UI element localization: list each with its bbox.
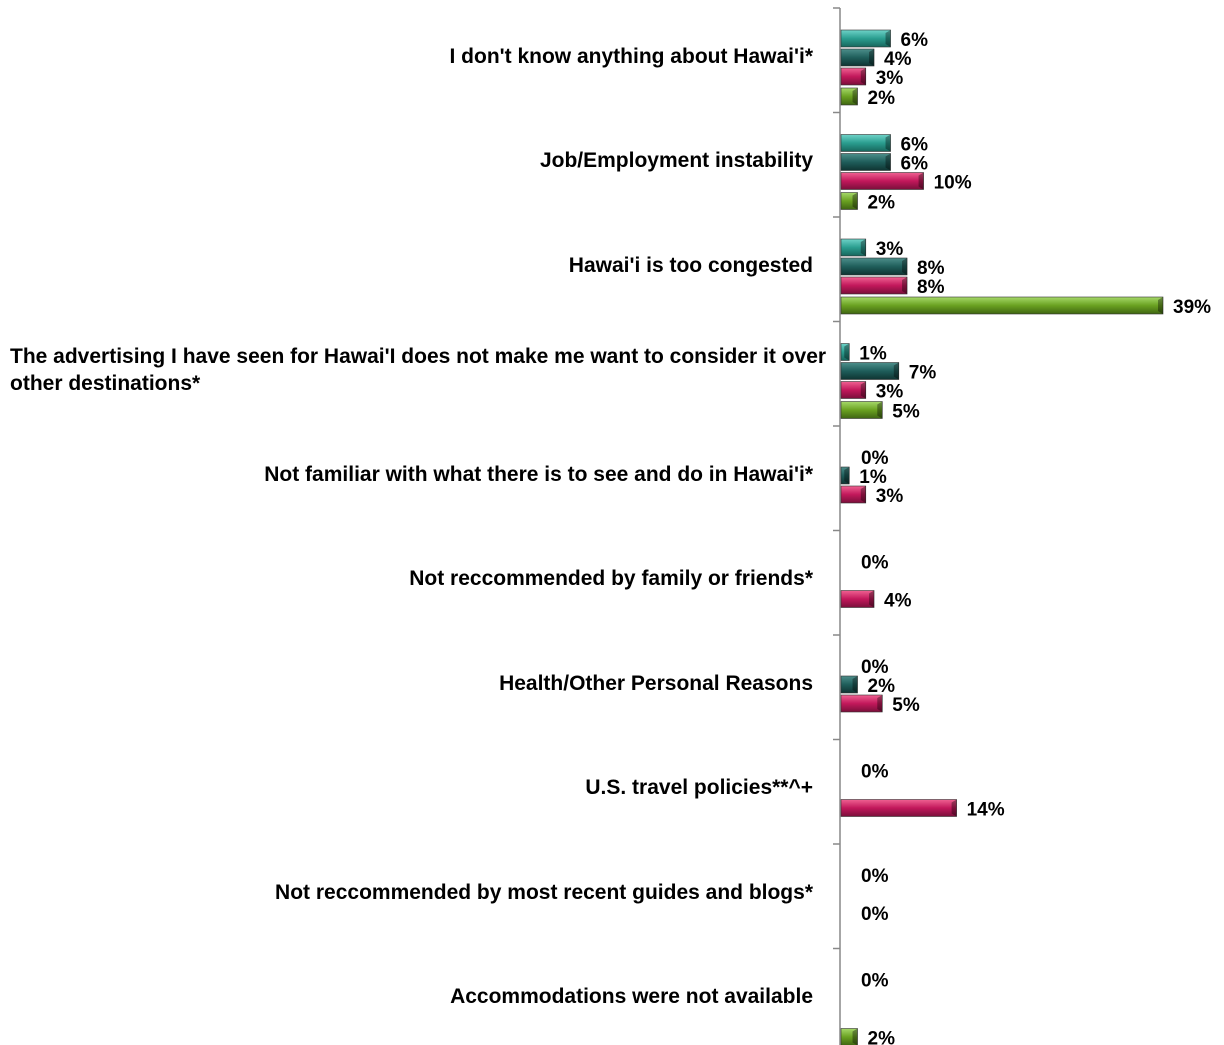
bar-bevel (844, 467, 850, 484)
data-label: 5% (892, 695, 920, 716)
bar-bevel (885, 134, 891, 152)
bar-bevel (860, 486, 866, 503)
bar-series-2 (840, 362, 900, 380)
data-label: 3% (876, 486, 904, 507)
data-label: 0% (861, 448, 889, 469)
bar-bevel (902, 258, 908, 275)
bar-bevel (902, 277, 908, 294)
bar-series-3 (840, 590, 875, 608)
bar-bevel (869, 590, 875, 608)
bar-bevel (951, 799, 957, 817)
category-label: Hawai'i is too congested (568, 253, 813, 277)
data-label: 6% (901, 135, 929, 156)
bar-bevel (1158, 297, 1163, 314)
bar-series-3 (840, 694, 883, 713)
data-label: 8% (917, 258, 945, 279)
bar-bevel (893, 362, 899, 380)
data-label: 4% (884, 49, 912, 70)
bar-series-1 (840, 29, 891, 48)
bar-bevel (852, 676, 858, 693)
data-label: 39% (1173, 297, 1211, 318)
category-label: U.S. travel policies**^+ (585, 776, 813, 800)
category-label: I don't know anything about Hawai'i* (449, 44, 814, 68)
data-label: 3% (876, 382, 904, 403)
bar-series-3 (840, 276, 908, 295)
bar-bevel (877, 695, 883, 712)
bar-series-2 (840, 48, 875, 67)
bar-series-2 (840, 675, 858, 694)
data-label: 2% (868, 193, 896, 214)
data-label: 1% (859, 344, 887, 365)
category-label: Not reccommended by most recent guides a… (275, 880, 813, 904)
category-label: Accommodations were not available (450, 985, 813, 1009)
bar-series-3 (840, 172, 924, 190)
bar-series-3 (840, 799, 957, 817)
category-label: Health/Other Personal Reasons (499, 671, 813, 695)
bar-series-4 (840, 87, 858, 106)
data-label: 3% (876, 68, 904, 89)
data-label: 8% (917, 277, 945, 298)
data-label: 3% (876, 239, 904, 260)
bar-series-3 (840, 381, 867, 399)
category-label: Not familiar with what there is to see a… (264, 462, 813, 486)
bar-series-3 (840, 67, 867, 86)
bar-series-4 (840, 192, 858, 210)
data-label: 10% (934, 173, 972, 194)
bar-series-1 (840, 238, 867, 257)
data-label: 6% (901, 154, 929, 175)
bar-series-3 (840, 485, 867, 504)
data-label: 5% (892, 402, 920, 423)
bar-series-1 (840, 134, 891, 152)
data-label: 0% (861, 657, 889, 678)
bar-series-4 (840, 1028, 858, 1045)
bar-series-2 (840, 153, 891, 171)
bar-bevel (869, 49, 875, 66)
data-label: 0% (861, 762, 889, 783)
data-label: 1% (859, 467, 887, 488)
category-label: The advertising I have seen for Hawai'I … (10, 344, 827, 395)
category-label: Job/Employment instability (539, 149, 813, 173)
category-label: Not reccommended by family or friends* (409, 567, 813, 591)
bar-bevel (860, 239, 866, 256)
bar-series-2 (840, 257, 908, 276)
data-label: 0% (861, 866, 889, 887)
bar-bevel (918, 172, 924, 190)
bar-bevel (877, 401, 883, 419)
bar-series-2 (840, 466, 850, 485)
bar-bevel (885, 153, 891, 171)
bar-bevel (852, 88, 858, 105)
data-label: 2% (868, 1029, 896, 1045)
bar-bevel (885, 30, 891, 47)
bar-bevel (844, 343, 850, 361)
bar-bevel (852, 1028, 858, 1045)
bar-bevel (860, 68, 866, 85)
bar-series-1 (840, 343, 850, 361)
bar-series-4 (840, 296, 1164, 315)
data-label: 2% (868, 88, 896, 109)
bar-bevel (860, 381, 866, 399)
data-label: 7% (909, 363, 937, 384)
data-label: 0% (861, 971, 889, 992)
data-label: 6% (901, 30, 929, 51)
data-label: 0% (861, 904, 889, 925)
bar-series-4 (840, 401, 883, 419)
data-label: 4% (884, 591, 912, 612)
data-label: 0% (861, 553, 889, 574)
data-label: 2% (868, 676, 896, 697)
bar-bevel (852, 192, 858, 210)
data-label: 14% (967, 800, 1005, 821)
